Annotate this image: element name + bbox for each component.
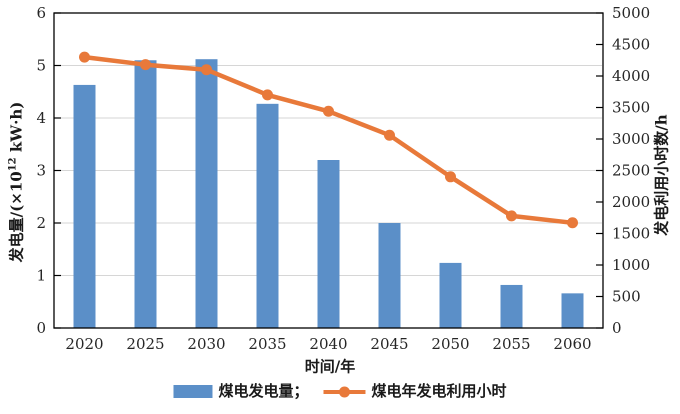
bar-2050: [439, 262, 462, 328]
x-tick-label-2060: 2060: [553, 335, 591, 353]
y-left-tick-label: 5: [36, 57, 46, 75]
bar-2020: [73, 84, 96, 328]
y-left-tick-label: 6: [36, 4, 46, 22]
x-tick-label-2020: 2020: [65, 335, 103, 353]
y-right-tick-label: 4000: [612, 67, 650, 85]
x-tick-label-2040: 2040: [309, 335, 347, 353]
bar-2025: [134, 60, 157, 328]
x-tick-label-2055: 2055: [492, 335, 530, 353]
y-left-tick-label: 3: [36, 162, 46, 180]
legend-item-line-series: 煤电年发电利用小时: [323, 382, 507, 400]
bar-2030: [195, 59, 218, 328]
legend-label-bar: 煤电发电量；: [218, 382, 309, 400]
y-axis-right-title: 发电利用小时数/h: [652, 114, 671, 236]
legend-item-bar-series: 煤电发电量；: [173, 382, 309, 400]
y-left-tick-label: 0: [36, 319, 46, 337]
line-swatch-dot: [339, 386, 350, 397]
x-tick-label-2050: 2050: [431, 335, 469, 353]
y-right-tick-label: 3000: [612, 130, 650, 148]
line-marker-2040: [323, 105, 334, 117]
line-marker-2055: [506, 210, 517, 222]
y-left-title-post: kW·h): [7, 101, 26, 158]
x-tick-label-2025: 2025: [126, 335, 164, 353]
y-right-tick-label: 1500: [612, 225, 650, 243]
x-tick-label-2035: 2035: [248, 335, 286, 353]
y-left-tick-label: 4: [36, 109, 46, 127]
bar-2040: [317, 160, 340, 328]
bar-swatch-icon: [173, 385, 213, 398]
x-tick-label-2045: 2045: [370, 335, 408, 353]
bar-2035: [256, 103, 279, 328]
line-marker-swatch-icon: [323, 386, 366, 398]
y-left-tick-label: 1: [36, 267, 46, 285]
bar-2055: [500, 284, 523, 328]
y-right-tick-label: 1000: [612, 256, 650, 274]
y-right-tick-label: 5000: [612, 4, 650, 22]
line-marker-2025: [140, 59, 151, 71]
y-right-tick-label: 2500: [612, 162, 650, 180]
y-axis-left-title: 发电量/(×1012 kW·h): [7, 101, 26, 263]
y-right-tick-label: 500: [612, 288, 641, 306]
line-marker-2020: [79, 51, 90, 63]
line-marker-2060: [567, 217, 578, 229]
y-right-tick-label: 2000: [612, 193, 650, 211]
y-left-tick-label: 2: [36, 214, 46, 232]
y-left-title-pre: 发电量/(×10: [7, 171, 26, 263]
line-marker-2045: [384, 129, 395, 141]
bar-2060: [561, 293, 584, 328]
x-tick-label-2030: 2030: [187, 335, 225, 353]
line-marker-2035: [262, 89, 273, 101]
y-right-tick-label: 3500: [612, 99, 650, 117]
legend-label-line: 煤电年发电利用小时: [371, 382, 507, 400]
line-marker-2030: [201, 64, 212, 76]
y-left-title-sup: 12: [7, 157, 19, 172]
y-right-tick-label: 4500: [612, 36, 650, 54]
x-axis-title: 时间/年: [304, 357, 356, 376]
line-marker-2050: [445, 171, 456, 183]
bar-2045: [378, 223, 401, 328]
y-right-tick-label: 0: [612, 319, 622, 337]
legend: 煤电发电量； 煤电年发电利用小时: [173, 382, 507, 400]
